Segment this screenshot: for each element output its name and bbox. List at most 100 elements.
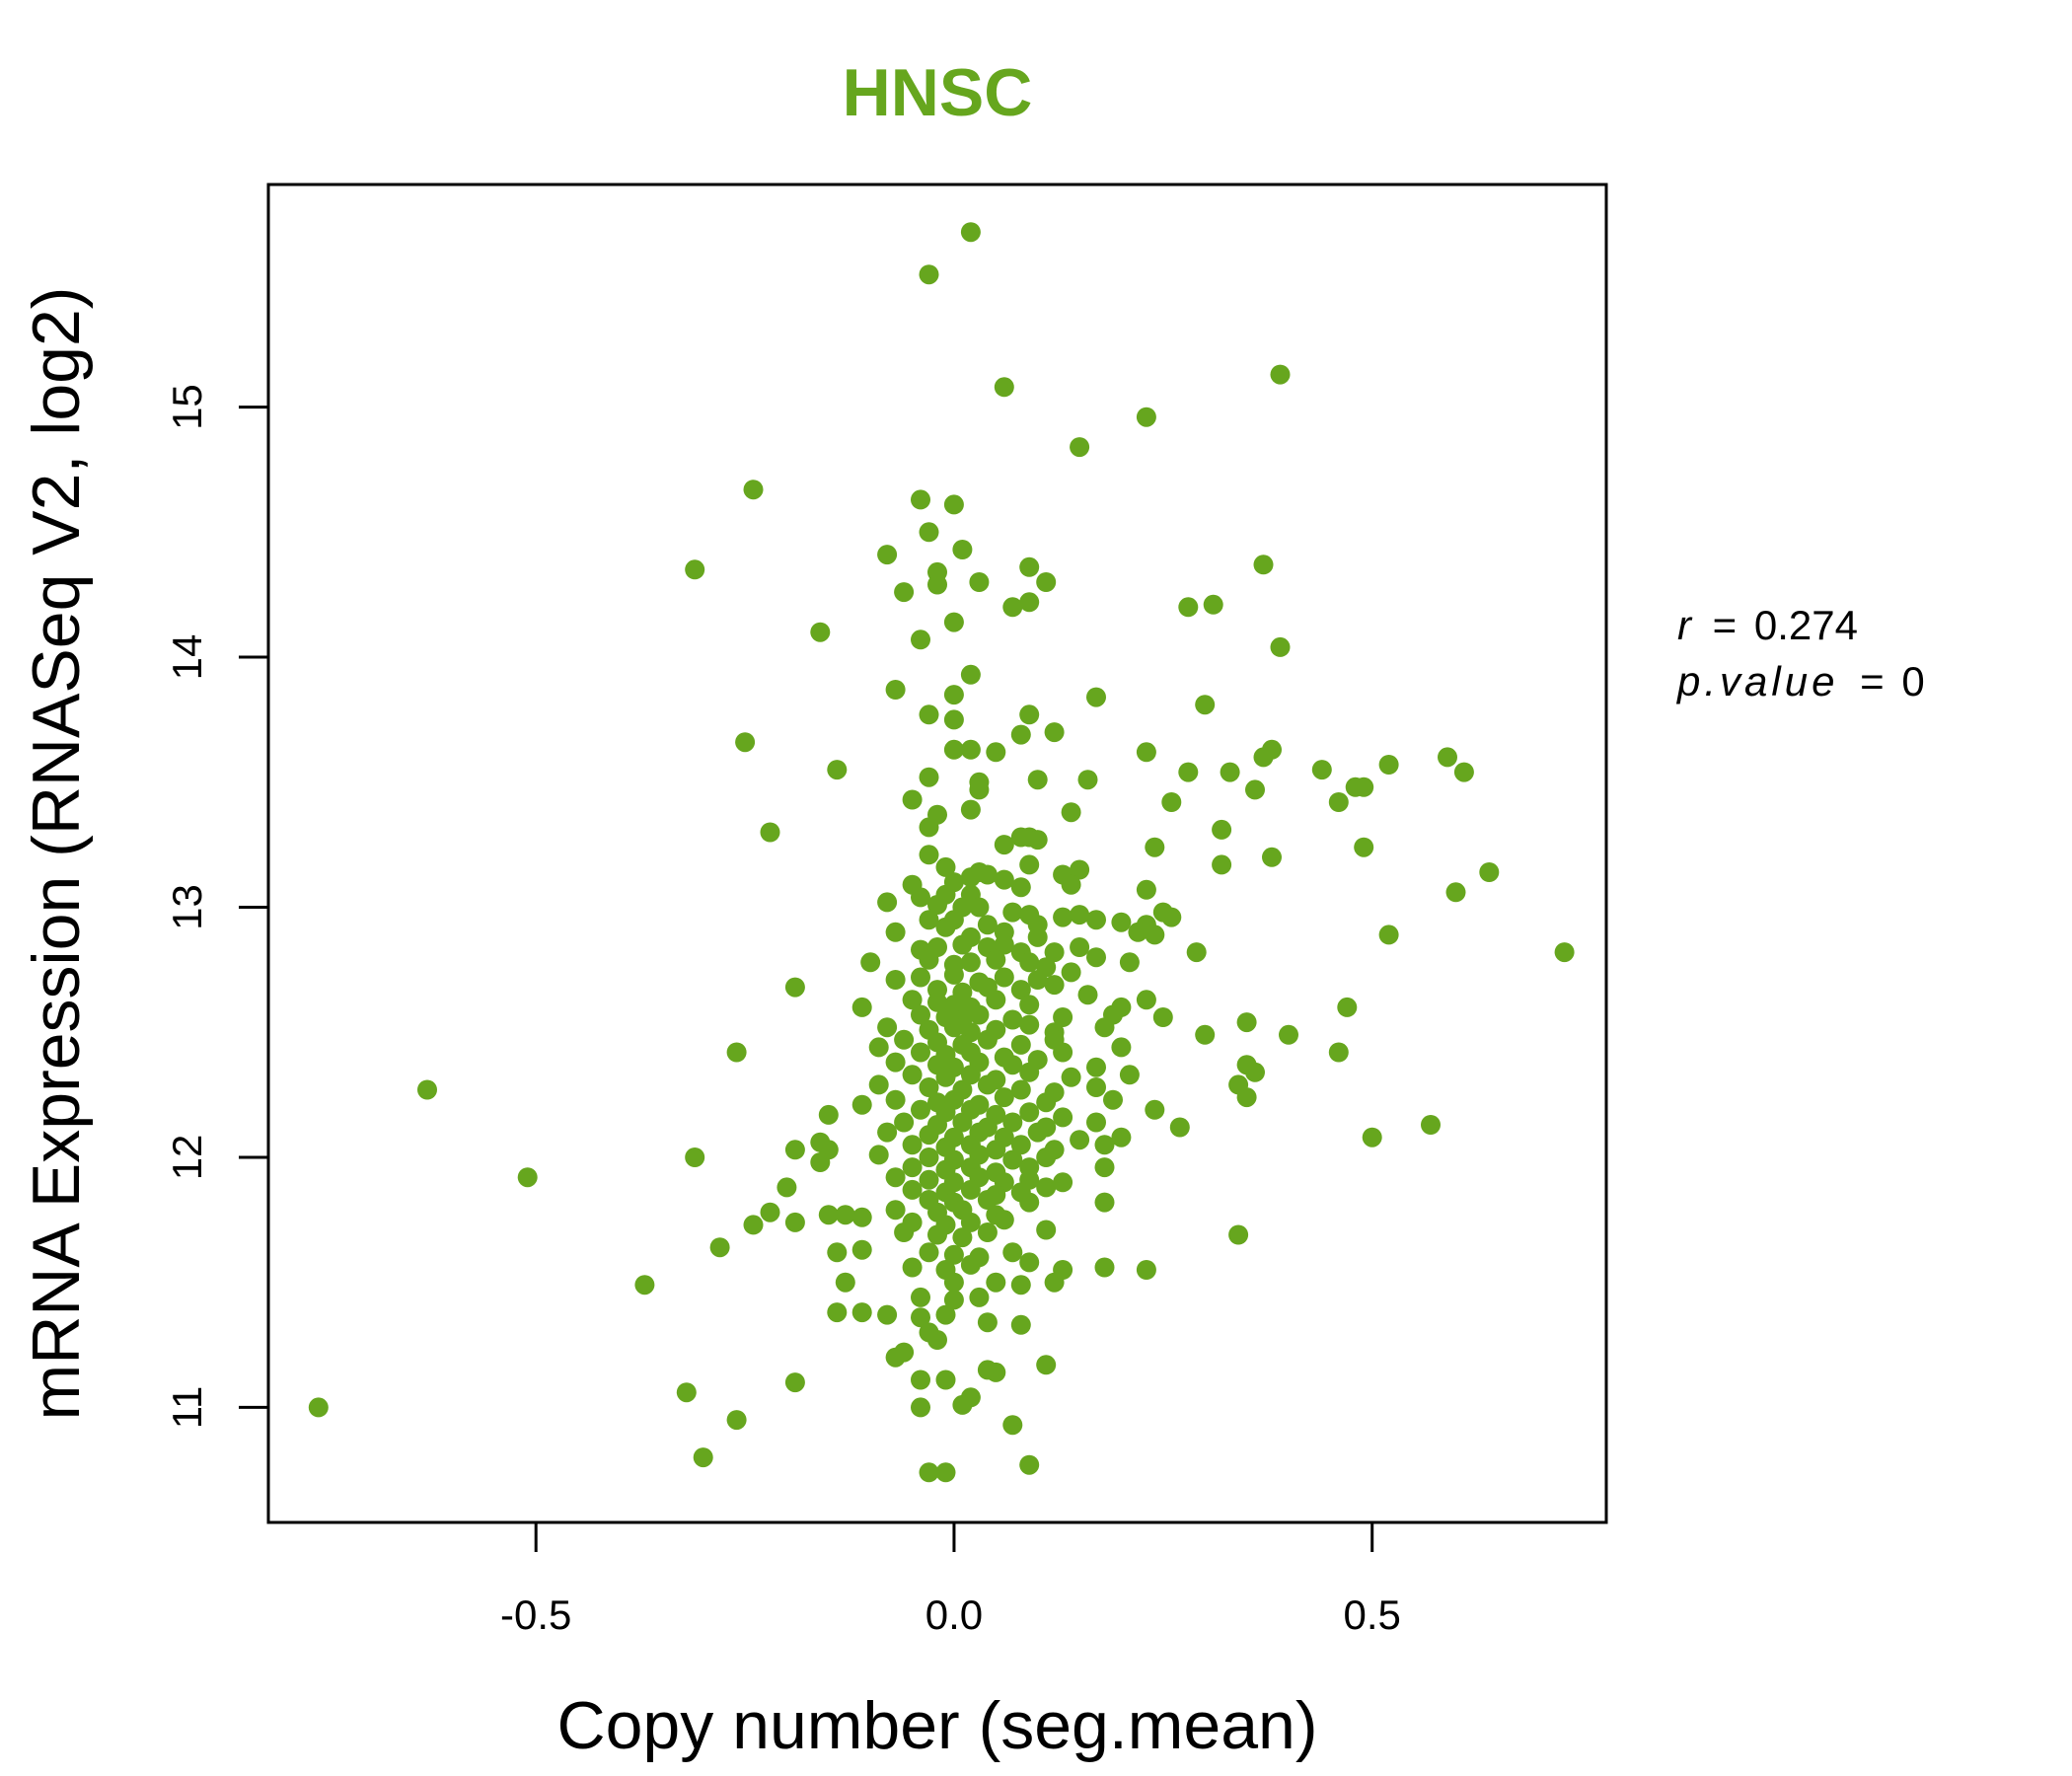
data-point [919,845,939,865]
data-point [952,1112,973,1133]
data-point [919,767,939,787]
data-point [1027,970,1048,990]
data-point [952,540,973,559]
data-point [1136,407,1156,427]
data-point [1070,1130,1090,1150]
data-point [885,922,906,942]
data-point [902,1157,923,1178]
data-point [1145,1099,1165,1120]
data-point [1279,1024,1298,1045]
data-point [1220,762,1240,782]
data-point [935,917,956,937]
data-point [818,1104,839,1125]
data-point [1053,1042,1073,1063]
data-point [709,1237,730,1258]
data-point [911,887,930,908]
data-point [827,1302,848,1323]
data-point [1236,1087,1257,1108]
data-point [1010,1275,1031,1295]
chart-title: HNSC [843,55,1033,130]
data-point [894,1222,915,1242]
data-point [969,572,990,592]
data-point [1136,1260,1156,1280]
data-point [960,1212,981,1232]
data-point [1195,1024,1216,1045]
svg-text:p.value = 0: p.value = 0 [1675,658,1925,704]
data-point [1328,792,1349,812]
data-point [1019,1102,1040,1123]
data-point [911,967,930,988]
data-point [417,1079,437,1100]
y-tick-label: 15 [164,384,210,430]
data-point [902,990,923,1010]
data-point [986,742,1006,763]
data-point [784,977,805,998]
data-point [986,949,1006,970]
data-point [885,1089,906,1110]
y-tick-label: 11 [164,1386,210,1430]
data-point [1019,592,1040,613]
data-point [1010,1314,1031,1335]
data-point [1212,854,1232,875]
data-point [1228,1224,1249,1245]
data-point [986,1362,1006,1382]
y-tick-label: 12 [164,1135,210,1181]
data-point [1245,1062,1265,1082]
p-equals: = [1860,658,1885,704]
data-point [911,1369,930,1390]
data-point [952,1394,973,1415]
data-point [827,760,848,780]
data-point [1061,802,1081,823]
data-point [1036,1177,1057,1198]
data-point [1212,819,1232,840]
data-point [517,1167,538,1188]
data-point [634,1275,655,1295]
data-point [885,970,906,990]
data-point [1128,922,1148,942]
data-point [911,1004,930,1025]
data-point [851,1094,872,1115]
data-point [1002,1149,1023,1170]
data-point [960,1065,981,1085]
data-point [1002,1055,1023,1075]
data-point [1094,1257,1115,1278]
data-point [1019,952,1040,973]
data-point [919,1242,939,1263]
data-point [877,1304,898,1325]
data-point [1362,1127,1382,1147]
data-point [977,1074,998,1095]
data-point [1070,937,1090,957]
data-point [851,1207,872,1227]
data-point [1270,636,1291,657]
data-point [1119,952,1140,973]
data-point [1145,837,1165,857]
data-point [1061,1067,1081,1087]
y-axis-label: mRNA Expression (RNASeq V2, log2) [19,287,94,1421]
data-point [1186,942,1207,963]
data-point [1136,879,1156,900]
data-point [1178,597,1199,618]
data-point [1145,925,1165,945]
data-point [784,1140,805,1160]
data-point [1136,990,1156,1010]
x-axis-label: Copy number (seg.mean) [556,1688,1317,1763]
data-point [1019,995,1040,1015]
data-point [919,1462,939,1483]
data-point [1053,907,1073,927]
data-point [911,629,930,650]
data-point [1554,942,1575,963]
data-point [1103,1089,1123,1110]
data-point [1337,997,1358,1017]
data-point [994,835,1014,855]
data-point [1094,1135,1115,1155]
data-point [1002,1242,1023,1263]
data-point [1111,1037,1132,1058]
data-point [1002,1112,1023,1133]
data-point [1086,687,1106,707]
data-point [894,1029,915,1050]
x-axis: -0.5 0.0 0.5 [500,1520,1401,1638]
data-point [1262,847,1282,867]
data-point [927,574,947,595]
data-point [1354,837,1374,857]
